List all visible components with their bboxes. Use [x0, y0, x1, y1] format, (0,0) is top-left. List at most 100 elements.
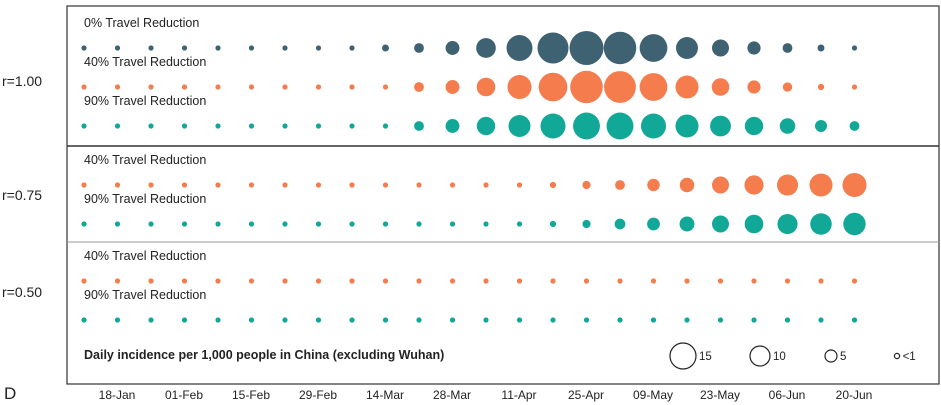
bubble-point [549, 181, 557, 189]
bubble-point [148, 317, 154, 323]
bubble-point [549, 220, 557, 228]
bubble-point [382, 221, 389, 227]
bubble-point [215, 123, 221, 129]
bubble-point [181, 182, 188, 188]
panel-frames [66, 5, 940, 385]
bubble-point [777, 213, 798, 235]
legend: Daily incidence per 1,000 people in Chin… [84, 342, 916, 370]
bubble-point [315, 84, 322, 90]
x-tick-label: 06-Jun [769, 388, 806, 402]
bubble-point [282, 278, 288, 284]
bubble-point [684, 278, 690, 284]
bubble-point [349, 182, 355, 188]
bubble-point [851, 317, 858, 323]
bubble-point [416, 182, 422, 188]
bubble-point [712, 39, 729, 57]
bubble-point [779, 118, 796, 134]
bubble-point [248, 182, 255, 188]
bubble-point [81, 84, 87, 90]
bubble-point [114, 317, 121, 323]
bubble-point [349, 84, 355, 90]
panel-letter: D [4, 384, 16, 403]
bubble-point [382, 44, 389, 52]
bubble-point [114, 278, 121, 284]
bubble-point [114, 221, 121, 227]
bubble-point [449, 317, 456, 323]
bubble-point [282, 221, 288, 227]
bubble-point [445, 119, 460, 133]
bubble-point [782, 43, 793, 53]
bubble-point [248, 84, 255, 90]
x-tick-label: 15-Feb [232, 388, 270, 402]
bubble-point [603, 31, 637, 65]
bubble-point [114, 182, 121, 188]
row-label: 90% Travel Reduction [84, 192, 206, 206]
bubble-point [516, 278, 523, 284]
bubble-point [818, 278, 824, 284]
bubble-point [148, 278, 154, 284]
bubble-point [445, 41, 460, 55]
bubble-point [573, 112, 600, 140]
bubble-point [851, 84, 858, 90]
bubble-point [639, 73, 668, 101]
bubble-point [516, 182, 523, 188]
bubble-point [849, 121, 860, 131]
row-label: 90% Travel Reduction [84, 288, 206, 302]
bubble-point [414, 43, 424, 53]
bubble-point [248, 123, 255, 129]
bubble-point [647, 178, 660, 192]
x-tick-label: 14-Mar [366, 388, 404, 402]
bubble-point [248, 45, 255, 51]
x-tick-label: 09-May [633, 388, 673, 402]
bubble-point [507, 74, 532, 100]
bubble-point [148, 221, 154, 227]
text-labels: r=1.00 0% Travel Reduction 40% Travel Redu… [2, 16, 206, 403]
bubble-point [315, 317, 322, 323]
bubble-point [843, 212, 866, 236]
bubble-point [809, 173, 833, 197]
bubble-point [215, 182, 221, 188]
bubble-point [851, 45, 858, 51]
bubble-point [81, 182, 87, 188]
row-label: 40% Travel Reduction [84, 153, 206, 167]
bubble-point [606, 112, 634, 140]
bubble-point [148, 45, 154, 51]
bubble-point [582, 219, 591, 229]
bubble-point [483, 317, 489, 323]
bubble-point [647, 217, 660, 231]
bubble-point [817, 83, 825, 91]
bubble-point [81, 123, 87, 129]
bubble-point [540, 113, 566, 139]
bubble-point [81, 221, 87, 227]
legend-bubble [749, 345, 771, 367]
bubble-point [684, 317, 690, 323]
bubble-point [818, 317, 824, 323]
legend-label: 15 [699, 351, 712, 363]
bubble-point [148, 182, 154, 188]
bubble-point [617, 278, 623, 284]
bubble-point [449, 278, 456, 284]
bubble-point [414, 82, 424, 92]
bubble-point [784, 317, 791, 323]
legend-title: Daily incidence per 1,000 people in Chin… [84, 348, 444, 362]
bubble-point [148, 84, 154, 90]
bubble-point [282, 45, 288, 51]
bubble-point [538, 72, 568, 102]
bubble-point [810, 213, 832, 235]
bubble-point [416, 278, 422, 284]
x-tick-label: 01-Feb [165, 388, 203, 402]
legend-label: <1 [903, 351, 916, 363]
bubble-point [550, 317, 556, 323]
bubble-point [650, 317, 657, 323]
bubble-point [640, 113, 667, 139]
x-tick-label: 25-Apr [568, 388, 604, 402]
bubble-point [215, 45, 221, 51]
bubble-point [675, 114, 699, 138]
bubble-point [445, 80, 460, 94]
bubble-point [476, 77, 496, 97]
bubble-point [537, 32, 569, 64]
bubble-point [315, 278, 322, 284]
plot-frame [66, 5, 940, 385]
bubble-point [382, 84, 389, 90]
bubble-point [114, 123, 121, 129]
